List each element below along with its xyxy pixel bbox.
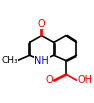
Text: NH: NH (34, 56, 49, 66)
Text: O: O (45, 75, 53, 85)
Text: OH: OH (77, 75, 92, 85)
Text: O: O (38, 19, 45, 29)
Text: CH₃: CH₃ (2, 56, 18, 65)
